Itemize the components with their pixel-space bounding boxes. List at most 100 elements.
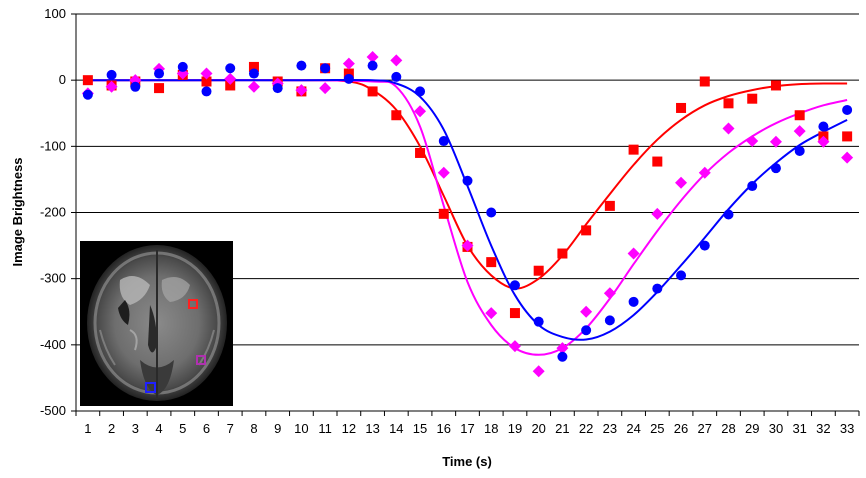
square-marker [509,308,520,319]
square-marker [723,98,734,109]
circle-marker [415,86,426,97]
red-roi-marker [188,299,198,309]
diamond-marker [627,247,640,260]
square-marker [794,110,805,121]
circle-marker [367,60,378,71]
x-tick-label: 15 [413,421,427,436]
diamond-marker [817,135,830,148]
y-tick-labels: 100 0 -100 -200 -300 -400 -500 [40,6,66,418]
y-tick-label: -400 [40,337,66,352]
square-marker [438,208,449,219]
circle-marker [628,296,639,307]
x-axis-label: Time (s) [442,454,492,469]
x-tick-label: 18 [484,421,498,436]
diamond-marker [200,67,213,80]
square-marker [770,80,781,91]
diamond-marker [319,82,332,95]
x-tick-label: 26 [674,421,688,436]
x-tick-label: 4 [155,421,162,436]
square-marker [391,110,402,121]
circle-marker [604,315,615,326]
blue-roi-marker [145,382,156,393]
circle-marker [320,63,331,74]
x-tick-label: 23 [603,421,617,436]
y-tick-label: -100 [40,138,66,153]
x-tick-labels: 1 2 3 4 5 6 7 8 9 10 11 12 13 14 15 16 17 18 19 20 21 22 23 24 2… [84,421,854,436]
circle-marker [794,145,805,156]
circle-marker [272,83,283,94]
diamond-marker [485,307,498,320]
y-tick-label: 0 [59,72,66,87]
square-marker [699,76,710,87]
circle-marker [391,71,402,82]
circle-marker [296,60,307,71]
x-tick-label: 28 [721,421,735,436]
y-tick-label: -200 [40,205,66,220]
circle-marker [225,63,236,74]
x-tick-label: 14 [389,421,403,436]
x-tick-label: 31 [792,421,806,436]
circle-marker [581,325,592,336]
data-points [81,51,854,378]
x-tick-label: 11 [318,421,332,436]
circle-marker [486,207,497,218]
diamond-marker [247,80,260,93]
purple-roi-marker [196,355,206,365]
square-marker [343,68,354,79]
diamond-marker [414,105,427,118]
circle-marker [652,283,663,294]
diamond-marker [556,342,569,355]
circle-marker [201,86,212,97]
x-tick-label: 12 [342,421,356,436]
square-marker [533,265,544,276]
square-marker [201,76,212,87]
x-tick-label: 24 [626,421,640,436]
x-tick-label: 7 [227,421,234,436]
x-tick-label: 29 [745,421,759,436]
x-tick-label: 8 [250,421,257,436]
circle-marker [533,316,544,327]
x-tick-label: 32 [816,421,830,436]
diamond-marker [105,80,118,93]
square-marker [415,147,426,158]
x-tick-label: 27 [698,421,712,436]
circle-marker [106,69,117,80]
diamond-marker [841,151,854,164]
x-tick-label: 20 [531,421,545,436]
square-marker [842,131,853,142]
axes [71,13,860,416]
square-marker [652,156,663,167]
circle-marker [557,351,568,362]
diamond-marker [580,305,593,318]
circle-marker [723,209,734,220]
square-marker [154,83,165,94]
circle-marker [462,175,473,186]
x-tick-label: 25 [650,421,664,436]
x-tick-label: 10 [294,421,308,436]
circle-marker [509,280,520,291]
circle-marker [676,270,687,281]
diamond-marker [722,122,735,135]
x-tick-label: 2 [108,421,115,436]
circle-marker [699,240,710,251]
diamond-marker [675,176,688,189]
x-tick-label: 33 [840,421,854,436]
square-marker [628,144,639,155]
square-marker [486,257,497,268]
square-marker [557,248,568,259]
y-tick-label: 100 [44,6,66,21]
x-tick-label: 6 [203,421,210,436]
y-axis-label: Image Brightness [10,157,25,266]
circle-marker [248,68,259,79]
circle-marker [842,104,853,115]
x-tick-label: 21 [555,421,569,436]
x-tick-label: 17 [460,421,474,436]
square-marker [676,102,687,113]
y-tick-label: -300 [40,271,66,286]
circle-marker [82,89,93,100]
x-tick-label: 5 [179,421,186,436]
square-marker [82,75,93,86]
diamond-marker [295,84,308,97]
square-marker [604,200,615,211]
